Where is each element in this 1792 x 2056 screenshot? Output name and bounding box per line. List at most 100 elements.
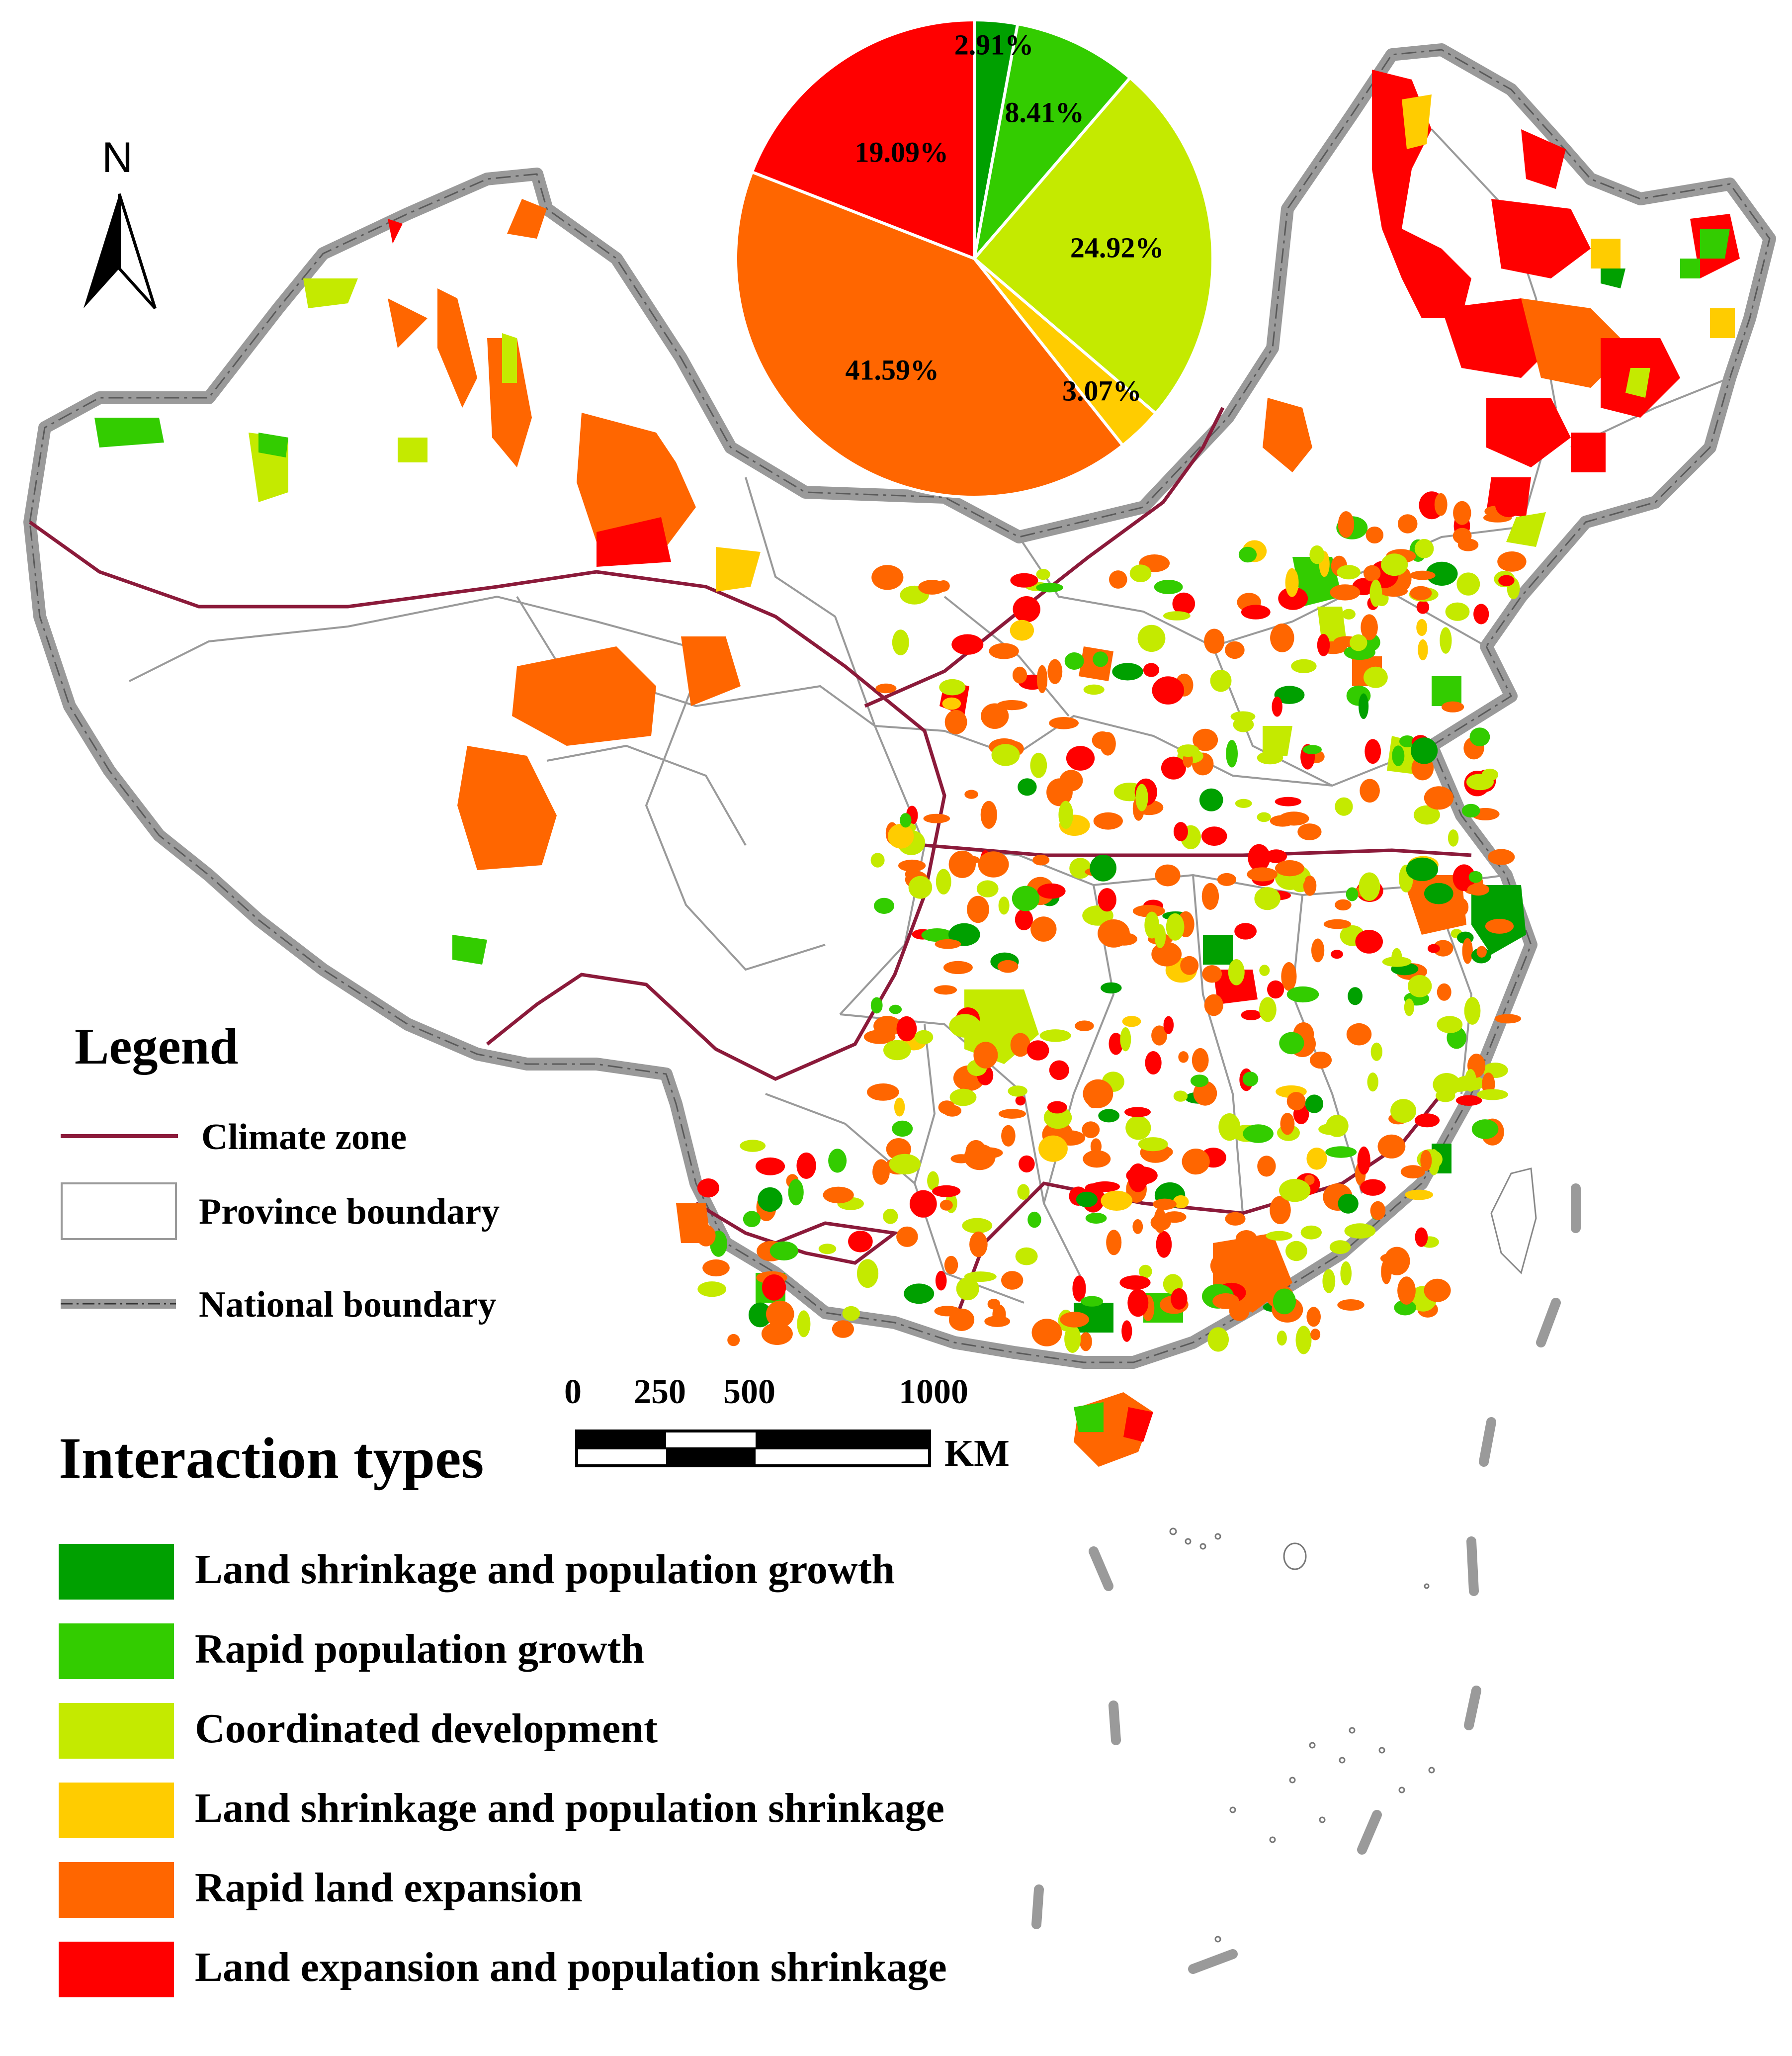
county-patch [1015,1095,1026,1106]
county-patch [1192,1048,1209,1073]
county-patch [1481,768,1499,781]
county-patch [889,1154,921,1175]
county-patch [1337,1299,1365,1311]
county-patch [1177,744,1199,757]
county-patch [948,923,980,946]
county-patch [883,1208,898,1224]
county-patch [883,1040,911,1061]
county-patch [1238,546,1257,563]
county-patch [1047,659,1063,684]
county-patch [1452,864,1475,892]
county-patch [1338,511,1355,538]
county-patch [874,897,894,914]
county-patch [1455,1095,1482,1106]
pie-label: 41.59% [845,354,939,386]
county-patch [1416,619,1428,636]
county-patch [1178,1051,1189,1063]
county-patch [1038,1135,1068,1162]
county-patch [1218,1113,1241,1141]
county-patch [1010,1033,1030,1057]
county-patch [1476,1089,1508,1100]
county-patch [1010,573,1038,588]
county-patch [1161,756,1186,780]
county-patch [1257,812,1271,822]
county-patch [1428,944,1440,953]
county-patch [1001,1271,1024,1290]
county-patch [1018,778,1037,796]
province-boundary-swatch [61,1182,177,1240]
county-patch [956,1277,979,1301]
county-patch [1272,696,1282,717]
county-patch [1355,930,1383,954]
county-patch [943,961,973,975]
county-patch [1317,633,1330,656]
county-patch [696,1225,716,1247]
swatch-land-shrinkage-population-shrinkage [59,1783,174,1838]
county-patch [1101,982,1122,994]
county-patch [1166,913,1185,941]
county-patch [1344,1223,1376,1239]
county-patch [992,1304,1006,1325]
county-patch [1326,1115,1349,1137]
county-patch [1139,1264,1152,1278]
county-patch [1467,883,1490,896]
county-patch [1243,1124,1274,1143]
county-patch [1247,867,1278,882]
pie-slice-land-expansion-population-shrinkage [750,18,976,261]
county-patch [1291,659,1317,673]
county-patch [964,1271,997,1282]
county-patch [989,643,1019,659]
county-patch [976,880,999,897]
county-patch [1226,740,1238,768]
county-patch [1010,620,1034,641]
county-patch [1049,1060,1069,1080]
county-patch [944,1255,958,1274]
county-patch [1285,568,1299,597]
county-patch [1036,569,1050,580]
county-patch [949,1088,977,1106]
county-patch [1075,1020,1094,1031]
county-patch [1404,998,1414,1016]
county-patch [932,1185,961,1197]
county-patch [1132,1219,1143,1234]
county-patch [998,1109,1026,1119]
county-patch [1448,829,1459,847]
county-patch [1344,645,1375,660]
county-patch [1172,592,1195,615]
county-patch [1257,751,1283,765]
county-patch [1498,575,1515,586]
county-patch [1278,587,1308,610]
county-patch [1416,600,1430,614]
county-patch [1027,1211,1041,1228]
county-patch [1437,983,1451,1001]
county-patch [1248,844,1271,872]
county-patch [743,1211,761,1227]
county-patch [998,896,1010,915]
scale-tick-1000: 1000 [899,1373,968,1411]
county-patch [914,1030,934,1045]
county-patch [1049,717,1079,729]
county-patch [1228,959,1245,985]
county-patch [1083,684,1105,695]
pie-label: 2.91% [954,28,1034,61]
county-patch [1392,745,1405,766]
county-patch [1323,919,1351,929]
county-patch [1190,1074,1209,1087]
county-patch [755,1157,785,1175]
type-label-rapid-population-growth: Rapid population growth [195,1626,645,1672]
county-patch [1346,887,1359,901]
county-patch [1424,786,1454,810]
county-patch [1201,826,1227,846]
county-patch [1441,701,1464,713]
county-patch [1119,1275,1151,1290]
county-patch [1030,752,1047,778]
county-patch [1210,669,1232,692]
county-patch [867,1083,899,1101]
county-patch [1112,663,1143,681]
county-patch [1270,624,1294,652]
type-label-land-shrinkage-population-growth: Land shrinkage and population growth [195,1546,895,1593]
county-patch [1488,849,1515,865]
county-patch [1370,1042,1382,1061]
swatch-land-shrinkage-population-growth [59,1544,174,1600]
county-patch [1424,1278,1451,1302]
